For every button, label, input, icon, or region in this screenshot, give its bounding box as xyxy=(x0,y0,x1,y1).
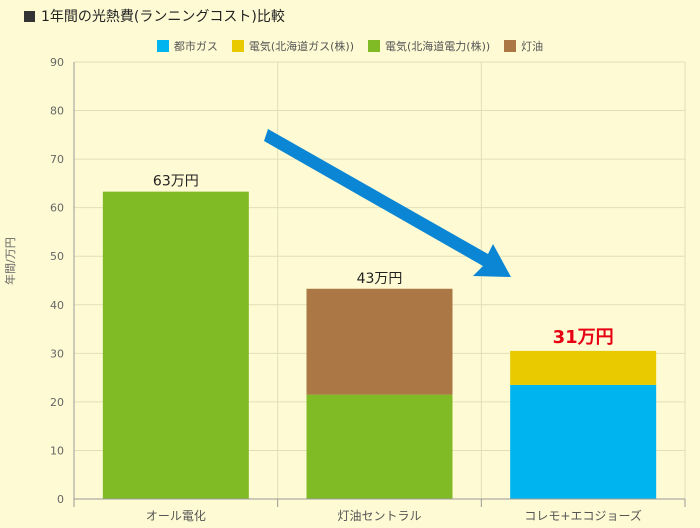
legend-swatch-kerosene xyxy=(504,40,517,52)
legend-label-electric-hokkaido-gas: 電気(北海道ガス(株)) xyxy=(248,40,354,53)
legend-swatch-electric-hokkaido-gas xyxy=(231,40,244,52)
legend-label-city-gas: 都市ガス xyxy=(173,40,218,53)
y-tick-label: 80 xyxy=(50,105,64,118)
bar-total-label: 63万円 xyxy=(153,174,199,190)
bar-segment[interactable] xyxy=(510,350,657,385)
x-tick-label: オール電化 xyxy=(146,509,206,523)
bar-segment[interactable] xyxy=(510,384,657,499)
y-tick-label: 0 xyxy=(57,493,64,506)
legend-item-electric-hokkaido-power[interactable]: 電気(北海道電力(株)) xyxy=(368,38,490,54)
y-tick-label: 50 xyxy=(50,250,64,263)
y-tick-label: 30 xyxy=(50,347,64,360)
legend-item-kerosene[interactable]: 灯油 xyxy=(504,38,543,54)
y-tick-label: 10 xyxy=(50,444,64,457)
trend-arrow-icon xyxy=(264,129,511,277)
bar-segment[interactable] xyxy=(102,191,249,500)
chart-legend: 都市ガス 電気(北海道ガス(株)) 電気(北海道電力(株)) 灯油 xyxy=(0,38,700,54)
title-square-icon xyxy=(24,10,35,22)
y-tick-label: 60 xyxy=(50,202,64,215)
y-tick-label: 90 xyxy=(50,56,64,69)
x-tick-label: 灯油セントラル xyxy=(337,509,421,523)
legend-label-kerosene: 灯油 xyxy=(521,40,544,53)
y-tick-label: 20 xyxy=(50,396,64,409)
legend-label-electric-hokkaido-power: 電気(北海道電力(株)) xyxy=(385,40,491,53)
legend-swatch-electric-hokkaido-power xyxy=(368,40,380,52)
bar-segment[interactable] xyxy=(306,394,453,499)
legend-swatch-city-gas xyxy=(156,40,169,52)
y-tick-label: 70 xyxy=(50,153,64,166)
legend-item-electric-hokkaido-gas[interactable]: 電気(北海道ガス(株)) xyxy=(231,38,354,54)
chart-title: 1年間の光熱費(ランニングコスト)比較 xyxy=(24,6,285,26)
legend-item-city-gas[interactable]: 都市ガス xyxy=(156,38,218,54)
bar-total-label: 31万円 xyxy=(553,327,614,348)
chart-title-text: 1年間の光熱費(ランニングコスト)比較 xyxy=(41,9,285,25)
bar-total-label: 43万円 xyxy=(357,271,403,287)
bar-segment[interactable] xyxy=(306,288,453,395)
x-tick-label: コレモ+エコジョーズ xyxy=(524,508,641,523)
y-tick-label: 40 xyxy=(50,299,64,312)
